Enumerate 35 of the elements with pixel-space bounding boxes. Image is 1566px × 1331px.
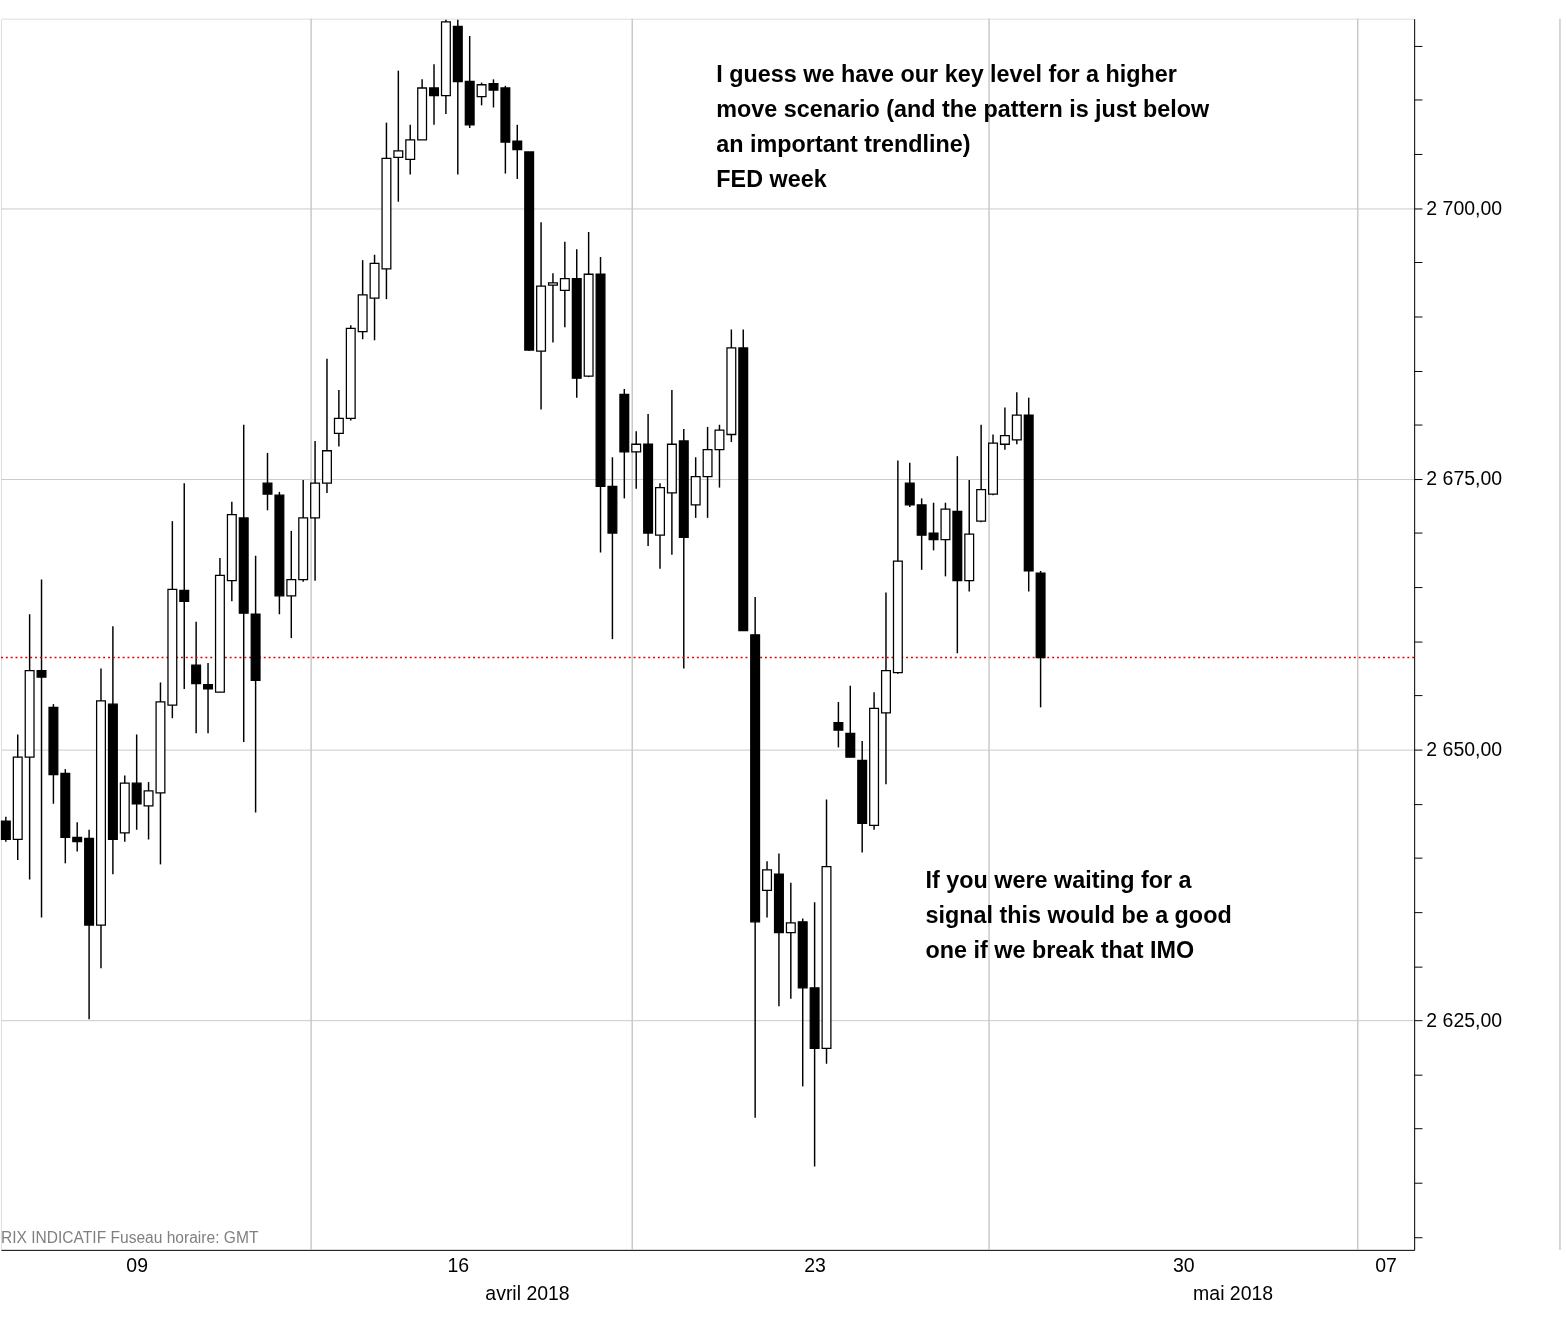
candlestick — [512, 124, 523, 180]
text: mai 2018 — [1193, 1281, 1274, 1304]
text: avril 2018 — [485, 1281, 570, 1304]
candlestick — [286, 530, 297, 639]
candlestick — [0, 816, 11, 843]
y-tick-label: 2 700,00 — [1426, 196, 1503, 219]
candlestick — [999, 406, 1010, 451]
candlestick — [631, 430, 642, 490]
x-tick-label: 07 — [1375, 1253, 1397, 1276]
annotation: RIX INDICATIF Fuseau horaire: GMT — [0, 1229, 259, 1247]
candlestick — [904, 461, 915, 508]
y-tick-label: 2 675,00 — [1426, 467, 1503, 490]
candlestick — [72, 821, 83, 853]
annotation: If you were waiting for a signal this would be a good one if we break that IMO — [925, 866, 1232, 963]
candlestick — [191, 621, 202, 735]
y-tick-label: 2 650,00 — [1426, 737, 1503, 760]
x-tick-label: 23 — [804, 1253, 826, 1276]
candlestick — [405, 124, 416, 176]
candlestick — [547, 272, 558, 344]
candlestick — [393, 69, 404, 203]
candlestick — [203, 662, 214, 735]
candlestick — [179, 482, 190, 690]
annotation: I guess we have our key level for a higher move scenario (and the pattern is just below an important trendline) FED week — [716, 60, 1211, 193]
candlestick — [833, 701, 844, 749]
candlestick — [762, 860, 773, 919]
candlestick — [429, 63, 440, 126]
y-tick-label: 2 625,00 — [1426, 1008, 1503, 1031]
candlestick — [131, 733, 142, 831]
candlestick — [845, 684, 856, 758]
x-tick-label: 09 — [126, 1253, 148, 1276]
candlestick — [785, 882, 796, 1000]
candlestick — [333, 389, 344, 448]
x-tick-label: 30 — [1172, 1253, 1195, 1276]
candlestick — [559, 241, 570, 329]
x-tick-label: 16 — [447, 1253, 470, 1276]
